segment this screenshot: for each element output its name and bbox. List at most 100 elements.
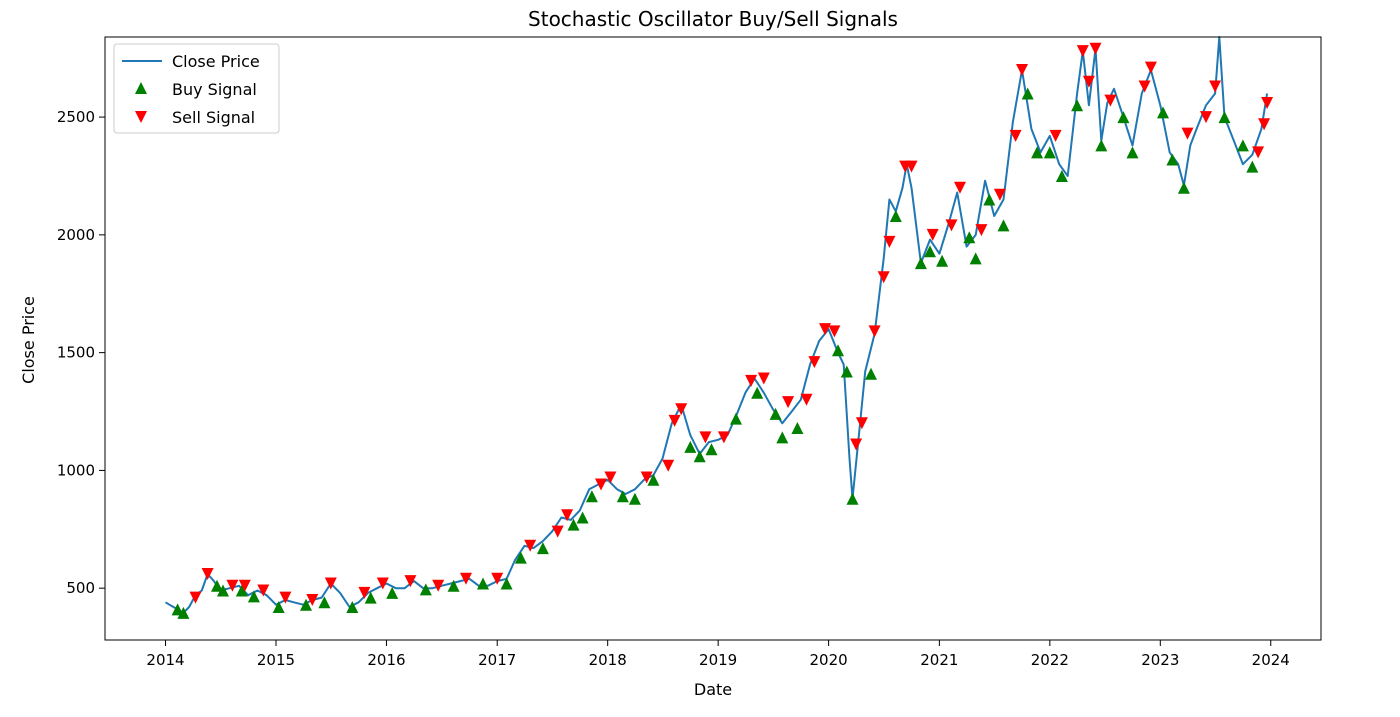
legend-sell-signal-label: Sell Signal — [172, 108, 255, 127]
buy-signal-marker — [1021, 87, 1034, 100]
buy-signal-marker — [567, 518, 580, 531]
sell-signal-marker — [1089, 42, 1102, 55]
sell-signal-marker — [524, 539, 537, 552]
y-tick-label: 1500 — [57, 344, 95, 362]
sell-signal-marker — [1082, 75, 1095, 88]
sell-signal-marker — [808, 356, 821, 369]
buy-signal-marker — [730, 412, 742, 425]
sell-signal-marker — [279, 591, 292, 604]
buy-signal-marker — [963, 231, 976, 244]
sell-signal-marker — [1261, 97, 1274, 109]
y-tick-label: 1000 — [57, 461, 95, 479]
sell-signal-marker — [595, 478, 607, 491]
sell-signal-marker — [868, 325, 881, 338]
buy-signal-marker — [832, 344, 844, 357]
buy-signal-marker — [177, 606, 190, 619]
sell-signal-marker — [226, 579, 239, 592]
sell-signal-marker — [432, 579, 445, 592]
buy-signal-marker — [647, 473, 660, 486]
buy-signal-marker — [889, 210, 902, 222]
buy-signal-marker — [346, 601, 359, 613]
buy-signal-marker — [751, 386, 764, 399]
buy-signal-marker — [364, 591, 377, 604]
buy-signal-marker — [693, 450, 706, 463]
plot-area — [164, 36, 1274, 619]
sell-signal-marker — [883, 235, 896, 248]
sell-signal-marker — [905, 160, 918, 173]
legend: Close Price Buy Signal Sell Signal — [113, 43, 280, 134]
buy-signal-marker — [997, 219, 1010, 232]
sell-signal-marker — [855, 417, 868, 430]
sell-signal-marker — [257, 584, 270, 597]
buy-signal-marker — [576, 511, 589, 524]
buy-signal-marker — [1071, 99, 1084, 112]
sell-signal-marker — [1104, 94, 1117, 107]
sell-signal-marker — [1252, 146, 1265, 159]
sell-signal-marker — [201, 568, 214, 580]
sell-signal-marker — [460, 572, 472, 585]
buy-signal-marker — [1166, 153, 1179, 166]
sell-signal-marker — [975, 224, 988, 237]
sell-signal-marker — [376, 577, 389, 590]
sell-signal-marker — [662, 459, 675, 472]
buy-signal-marker — [1117, 111, 1130, 124]
buy-signal-marker — [386, 586, 399, 599]
buy-signal-marker — [585, 490, 598, 503]
y-tick-label: 2000 — [57, 226, 95, 244]
sell-signal-marker — [699, 431, 712, 444]
buy-signal-marker — [318, 596, 331, 609]
sell-signal-marker — [668, 414, 681, 427]
buy-signal-marker — [536, 542, 549, 555]
buy-signal-marker — [447, 579, 460, 592]
x-tick-label: 2024 — [1252, 651, 1290, 669]
sell-signal-marker — [561, 509, 574, 522]
sell-signal-marker — [1200, 111, 1212, 124]
buy-signal-marker — [924, 245, 936, 258]
y-axis-label: Close Price — [19, 296, 38, 384]
sell-signal-marker — [1016, 64, 1028, 76]
close-price-line — [164, 36, 1269, 614]
sell-signal-marker — [954, 181, 966, 194]
sell-signal-marker — [358, 586, 371, 599]
buy-signal-marker — [171, 603, 184, 616]
sell-signal-marker — [877, 271, 890, 284]
buy-signal-marker — [1218, 111, 1231, 124]
sell-signal-marker — [745, 374, 758, 387]
buy-signal-marker — [1236, 139, 1249, 152]
sell-signal-marker — [640, 471, 653, 484]
x-tick-label: 2015 — [257, 651, 295, 669]
x-tick-label: 2020 — [810, 651, 848, 669]
sell-signal-marker — [1076, 45, 1089, 58]
x-tick-label: 2022 — [1031, 651, 1069, 669]
buy-signal-marker — [300, 598, 312, 611]
legend-buy-signal-label: Buy Signal — [172, 80, 257, 99]
buy-signal-marker — [616, 490, 629, 503]
buy-signal-marker — [769, 407, 782, 420]
x-tick-label: 2014 — [146, 651, 184, 669]
x-tick-label: 2021 — [920, 651, 958, 669]
x-tick-label: 2016 — [367, 651, 405, 669]
legend-sell-signal-swatch — [135, 111, 147, 123]
sell-signal-marker — [926, 228, 939, 241]
buy-signal-marker — [477, 577, 489, 590]
sell-signal-marker — [324, 577, 337, 590]
buy-signal-marker — [936, 254, 949, 267]
buy-signal-marker — [983, 193, 996, 206]
plot-frame — [104, 36, 1322, 641]
sell-signal-marker — [782, 396, 795, 409]
sell-signal-marker — [1144, 61, 1157, 74]
x-tick-label: 2017 — [478, 651, 516, 669]
buy-signal-marker — [1177, 181, 1190, 194]
sell-signal-marker — [1138, 80, 1151, 93]
buy-signal-marker — [1043, 146, 1056, 159]
buy-signal-marker — [846, 492, 859, 505]
legend-box — [113, 43, 280, 134]
buy-signal-marker — [1031, 146, 1044, 159]
sell-signal-marker — [1209, 80, 1222, 93]
sell-signal-marker — [828, 325, 841, 338]
sell-signal-marker — [404, 575, 417, 588]
axis-ticks: 2014 2015 2016 2017 2018 2019 2020 2021 2022 2023… — [57, 108, 1290, 669]
sell-signal-marker — [551, 525, 564, 538]
sell-signal-marker — [306, 594, 319, 606]
